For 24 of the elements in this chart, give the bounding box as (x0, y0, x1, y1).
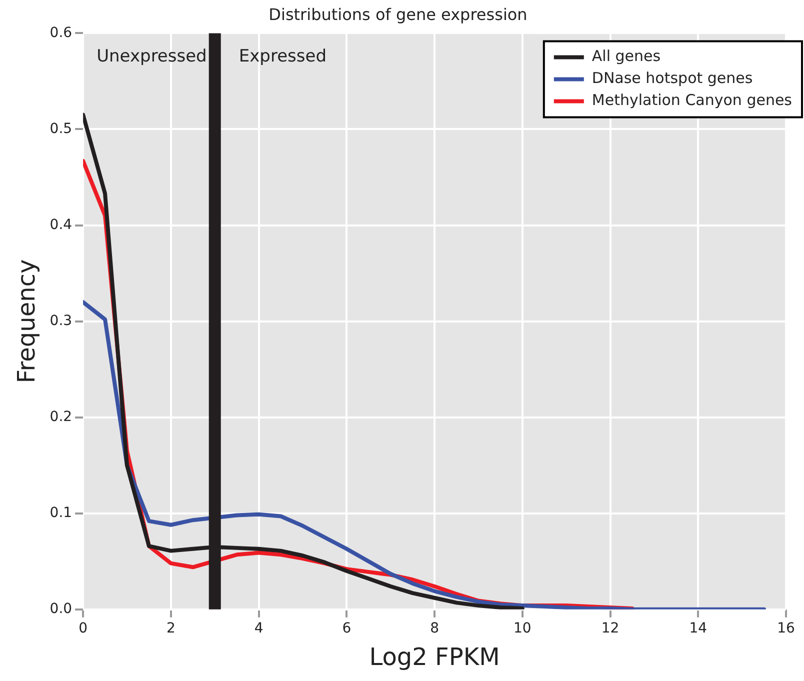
y-tick-label: 0.6 (50, 24, 72, 41)
y-tick-label: 0.4 (50, 216, 72, 233)
y-tick-label: 0.1 (50, 505, 72, 522)
annotation: Unexpressed (96, 46, 207, 67)
y-axis-title: Frequency (12, 259, 41, 384)
legend-label: Methylation Canyon genes (592, 91, 792, 110)
y-tick-label: 0.3 (50, 312, 72, 329)
x-tick-label: 0 (78, 620, 88, 636)
x-tick-label: 6 (342, 620, 352, 636)
legend-label: DNase hotspot genes (592, 69, 753, 88)
x-tick-label: 8 (430, 620, 439, 636)
y-tick-label: 0.5 (50, 120, 72, 137)
x-tick-label: 10 (513, 620, 532, 636)
annotation: Expressed (238, 46, 327, 67)
x-tick-label: 16 (777, 620, 795, 636)
x-tick-label: 4 (254, 620, 264, 636)
legend-label: All genes (592, 47, 661, 66)
x-tick-label: 14 (689, 620, 708, 636)
x-axis-title: Log2 FPKM (369, 642, 500, 671)
y-tick-label: 0.0 (50, 601, 72, 618)
y-tick-label: 0.2 (50, 408, 72, 425)
x-tick-label: 12 (601, 620, 620, 636)
chart-title: Distributions of gene expression (268, 4, 528, 24)
x-tick-label: 2 (166, 620, 176, 636)
